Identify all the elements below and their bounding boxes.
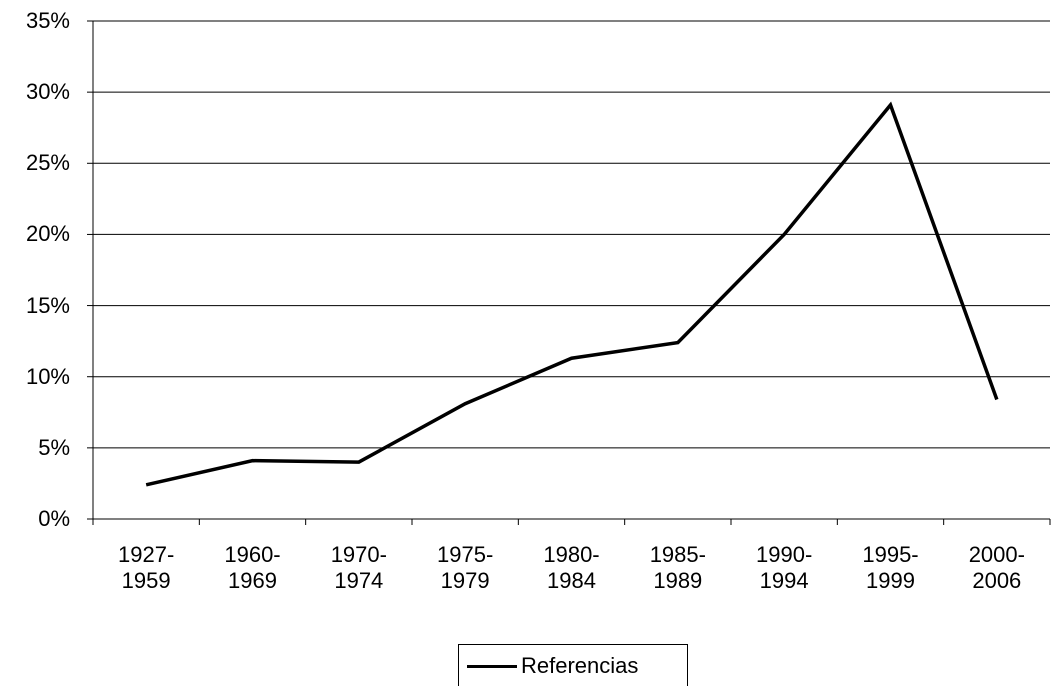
x-tick-label: 1995-1999 <box>862 542 919 593</box>
x-tick-label: 1975-1979 <box>437 542 494 593</box>
y-tick-label: 5% <box>38 434 70 460</box>
x-tick-label: 1927-1959 <box>118 542 175 593</box>
x-tick-label: 1985-1989 <box>649 542 706 593</box>
y-tick-label: 25% <box>25 150 70 176</box>
x-tick-label: 1980-1984 <box>543 542 600 593</box>
legend-label: Referencias <box>521 653 639 678</box>
y-tick-label: 10% <box>25 363 70 389</box>
x-tick-label: 2000-2006 <box>968 542 1025 593</box>
line <box>145 101 999 487</box>
y-tick-label: 35% <box>25 8 70 33</box>
legend: Referencias <box>458 644 688 686</box>
legend-swatch <box>467 665 517 668</box>
x-tick-label: 1970-1974 <box>330 542 387 593</box>
y-tick-label: 0% <box>38 506 70 531</box>
y-tick-label: 15% <box>25 292 70 318</box>
y-tick-label: 20% <box>25 221 70 247</box>
x-tick-label: 1960-1969 <box>224 542 281 593</box>
y-tick-label: 30% <box>25 79 70 105</box>
x-tick-label: 1990-1994 <box>756 542 813 593</box>
